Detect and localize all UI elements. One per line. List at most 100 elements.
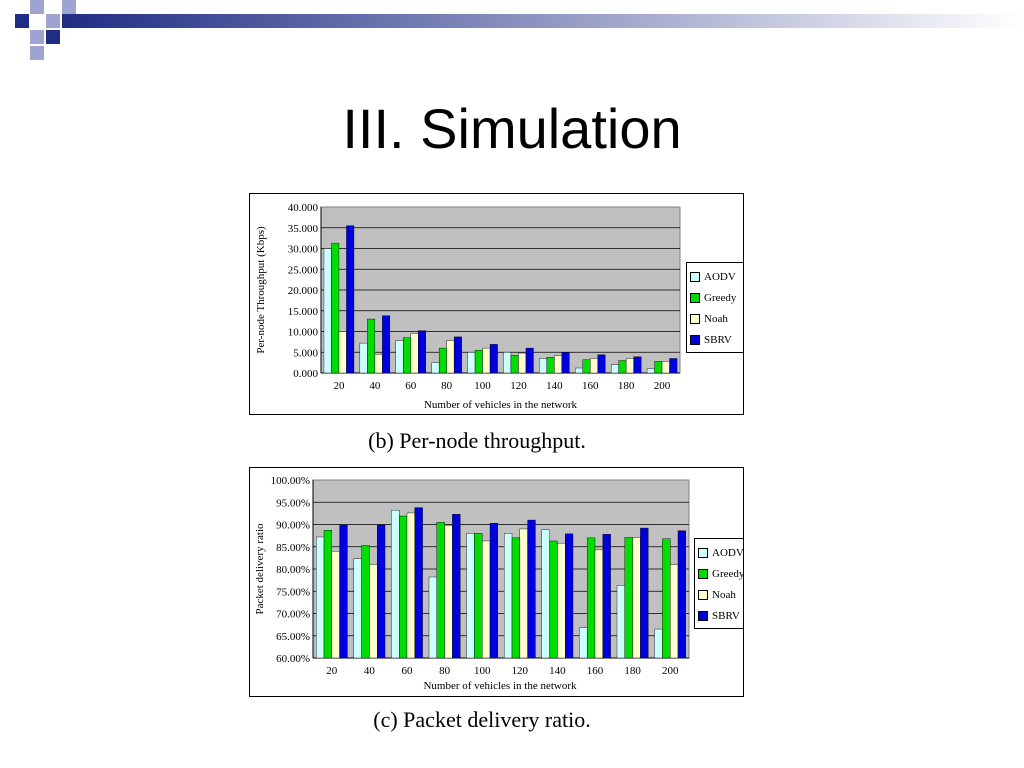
x-tick-label: 20: [326, 665, 338, 677]
bar-noah: [557, 542, 566, 659]
y-tick-label: 60.00%: [276, 653, 310, 665]
x-tick-label: 160: [587, 665, 604, 677]
y-tick-label: 40.000: [288, 202, 319, 214]
bar-greedy: [582, 359, 591, 374]
legend-label: Noah: [704, 312, 728, 325]
deco-gradient-bar: [62, 14, 1024, 28]
bar-sbrv: [453, 336, 462, 374]
bar-sbrv: [565, 533, 574, 659]
deco-square: [46, 14, 60, 28]
x-axis-label: Number of vehicles in the network: [423, 680, 577, 692]
bar-greedy: [436, 522, 445, 659]
bar-aodv: [541, 529, 550, 659]
bar-greedy: [624, 537, 633, 659]
x-tick-label: 160: [582, 380, 599, 392]
bar-noah: [410, 333, 419, 374]
bar-noah: [446, 340, 455, 374]
bar-aodv: [395, 340, 404, 374]
x-tick-label: 120: [510, 380, 527, 392]
legend-label: Noah: [712, 588, 736, 601]
bar-greedy: [654, 361, 663, 374]
bar-noah: [374, 354, 383, 374]
x-tick-label: 140: [549, 665, 566, 677]
y-tick-label: 75.00%: [276, 586, 310, 598]
bar-sbrv: [640, 527, 649, 659]
bar-noah: [625, 358, 634, 374]
bar-noah: [518, 352, 527, 374]
bar-sbrv: [346, 225, 355, 374]
bar-greedy: [398, 515, 408, 659]
x-tick-label: 80: [441, 380, 453, 392]
bar-aodv: [503, 533, 513, 659]
bar-greedy: [546, 357, 555, 374]
caption-delivery-ratio: (c) Packet delivery ratio.: [373, 707, 591, 732]
legend-item-aodv: AODV: [698, 542, 744, 563]
bar-noah: [670, 564, 679, 659]
y-axis-label: Packet delivery ratio: [254, 523, 266, 615]
legend-label: AODV: [712, 546, 744, 559]
x-tick-label: 60: [405, 380, 417, 392]
bar-aodv: [579, 627, 588, 659]
deco-square: [62, 0, 76, 14]
bar-aodv: [323, 248, 332, 374]
x-tick-label: 80: [439, 665, 451, 677]
bar-sbrv: [677, 530, 687, 659]
bar-aodv: [575, 367, 583, 374]
y-tick-label: 15.000: [288, 306, 319, 318]
legend-label: SBRV: [704, 333, 732, 346]
bar-greedy: [618, 360, 627, 374]
legend-item-sbrv: SBRV: [698, 605, 743, 626]
bar-noah: [661, 361, 670, 374]
legend-label: SBRV: [712, 609, 740, 622]
bar-aodv: [428, 576, 438, 659]
x-tick-label: 140: [546, 380, 563, 392]
y-tick-label: 100.00%: [271, 475, 310, 487]
bar-sbrv: [527, 519, 536, 659]
bar-aodv: [315, 536, 325, 659]
slide-title: III. Simulation: [342, 97, 682, 160]
bar-sbrv: [452, 514, 461, 659]
bar-aodv: [467, 352, 476, 374]
legend-swatch: [698, 547, 708, 558]
y-axis-label: Per-node Throughput (Kbps): [255, 226, 267, 354]
legend-swatch: [690, 313, 700, 324]
bar-noah: [481, 540, 491, 659]
bar-aodv: [654, 628, 663, 659]
throughput-chart: 40.000 35.000 30.000 25.000 20.000 15.000 10.0…: [249, 193, 744, 415]
y-tick-label: 5.000: [293, 347, 318, 359]
caption-throughput: (b) Per-node throughput.: [368, 428, 586, 453]
legend-swatch: [690, 292, 700, 303]
deco-square: [30, 46, 44, 60]
bar-aodv: [391, 510, 400, 659]
legend-swatch: [698, 589, 708, 600]
legend-item-sbrv: SBRV: [690, 329, 741, 350]
bar-sbrv: [602, 534, 611, 659]
bar-sbrv: [633, 356, 642, 374]
bar-greedy: [474, 349, 483, 374]
bar-greedy: [662, 538, 671, 659]
y-tick-label: 95.00%: [276, 497, 310, 509]
delivery-ratio-chart: 100.00% 95.00% 90.00% 85.00% 80.00% 75.00% 70.…: [249, 467, 744, 697]
delivery-ratio-legend: AODV Greedy Noah SBRV: [694, 538, 744, 629]
x-tick-label: 200: [654, 380, 671, 392]
bar-greedy: [403, 337, 411, 374]
y-tick-label: 65.00%: [276, 631, 310, 643]
y-tick-label: 70.00%: [276, 609, 310, 621]
bar-noah: [594, 549, 604, 659]
bar-noah: [482, 347, 491, 374]
bar-sbrv: [669, 358, 678, 374]
x-tick-label: 180: [618, 380, 635, 392]
x-tick-label: 20: [333, 380, 345, 392]
bar-greedy: [587, 537, 596, 659]
bar-aodv: [539, 358, 548, 374]
bar-sbrv: [597, 354, 606, 374]
bar-aodv: [353, 558, 362, 659]
bar-noah: [632, 537, 641, 659]
bar-sbrv: [489, 344, 498, 374]
bar-aodv: [503, 352, 512, 374]
bar-noah: [331, 550, 340, 659]
y-tick-label: 35.000: [288, 223, 319, 235]
bar-aodv: [610, 364, 619, 374]
x-axis-label: Number of vehicles in the network: [424, 399, 578, 411]
x-tick-label: 180: [624, 665, 641, 677]
